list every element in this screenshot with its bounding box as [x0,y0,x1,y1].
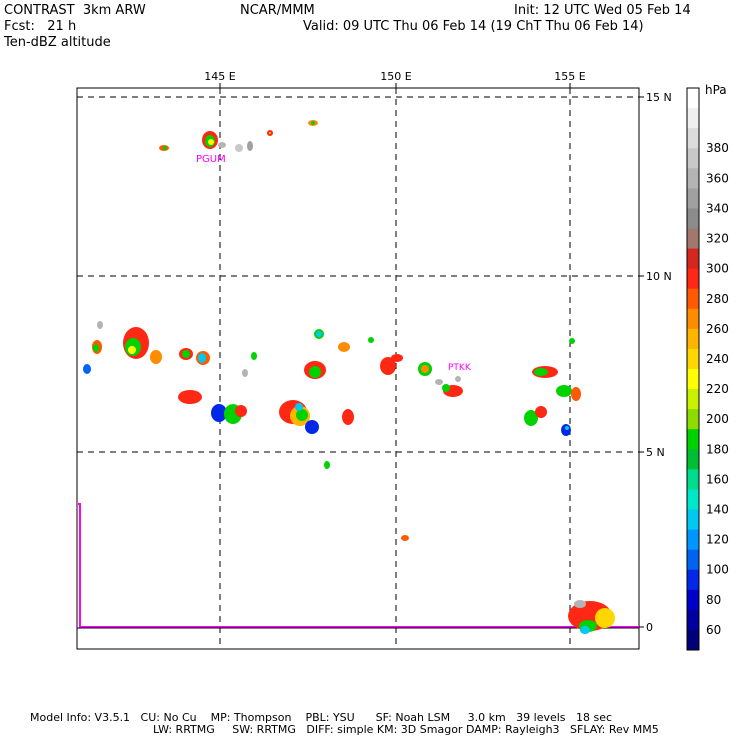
colorbar-swatch [687,629,699,651]
colorbar-swatch [687,328,699,350]
model-name: CONTRAST 3km ARW [4,3,146,18]
colorbar-label: 360 [706,171,729,185]
colorbar-label: 320 [706,232,729,246]
colorbar-swatch [687,369,699,390]
colorbar-unit: hPa [705,83,727,97]
colorbar-swatch [687,108,699,129]
lon-label-155: 155 E [554,70,585,83]
colorbar-label: 120 [706,533,729,547]
station-label-pgum: PGUM [196,154,226,165]
lon-label-145: 145 E [204,70,235,83]
colorbar-swatch [687,208,699,229]
colorbar-swatch [687,469,699,490]
colorbar-swatch [687,569,699,591]
colorbar-swatch [687,389,699,410]
colorbar-label: 80 [706,593,721,607]
init-time: Init: 12 UTC Wed 05 Feb 14 [514,3,691,18]
lat-label-15n: 15 N [646,91,672,104]
colorbar-frame [686,87,700,651]
colorbar-swatch [687,449,699,470]
lat-label-10n: 10 N [646,270,672,283]
valid-time: Valid: 09 UTC Thu 06 Feb 14 (19 ChT Thu … [303,19,644,34]
radar-cells [83,120,615,634]
forecast-hour: Fcst: 21 h [4,19,77,34]
graticule [77,88,639,649]
colorbar-label: 60 [706,623,721,637]
colorbar-swatch [687,529,699,551]
colorbar-label: 300 [706,262,729,276]
colorbar-swatch [687,348,699,370]
colorbar-swatch [687,188,699,209]
model-info-line2: LW: RRTMG SW: RRTMG DIFF: simple KM: 3D … [153,723,659,736]
lat-label-5n: 5 N [646,446,665,459]
colorbar-swatch [687,509,699,531]
colorbar-swatch [687,409,699,430]
colorbar-label: 140 [706,503,729,517]
colorbar-swatch [687,88,699,109]
colorbar-swatch [687,148,699,169]
station-label-ptkk: PTKK [448,363,472,373]
lat-label-0: 0 [646,621,653,634]
colorbar-label: 380 [706,141,729,155]
field-name: Ten-dBZ altitude [4,35,111,50]
colorbar-label: 100 [706,563,729,577]
model-info-line1: Model Info: V3.5.1 CU: No Cu MP: Thompso… [30,711,613,724]
colorbar-swatch [687,609,699,631]
colorbar-label: 180 [706,442,729,456]
colorbar-swatch [687,168,699,189]
colorbar-label: 240 [706,352,729,366]
colorbar-swatch [687,429,699,450]
colorbar-label: 280 [706,292,729,306]
colorbar: 380 360 340 320 300 280 260 240 220 200 180 160 140 1… [686,87,729,651]
colorbar-swatch [687,228,699,250]
colorbar-label: 200 [706,412,729,426]
colorbar-swatch [687,288,699,310]
colorbar-swatch [687,489,699,510]
ticks [219,83,644,628]
boundary-line [78,503,639,628]
organization: NCAR/MMM [240,3,315,18]
colorbar-label: 340 [706,201,729,215]
lon-label-150: 150 E [380,70,411,83]
colorbar-swatch [687,308,699,330]
colorbar-label: 160 [706,472,729,486]
colorbar-swatch [687,248,699,270]
colorbar-swatch [687,589,699,611]
colorbar-swatch [687,268,699,290]
colorbar-swatch [687,128,699,149]
colorbar-label: 260 [706,322,729,336]
colorbar-label: 220 [706,382,729,396]
colorbar-swatch [687,549,699,571]
